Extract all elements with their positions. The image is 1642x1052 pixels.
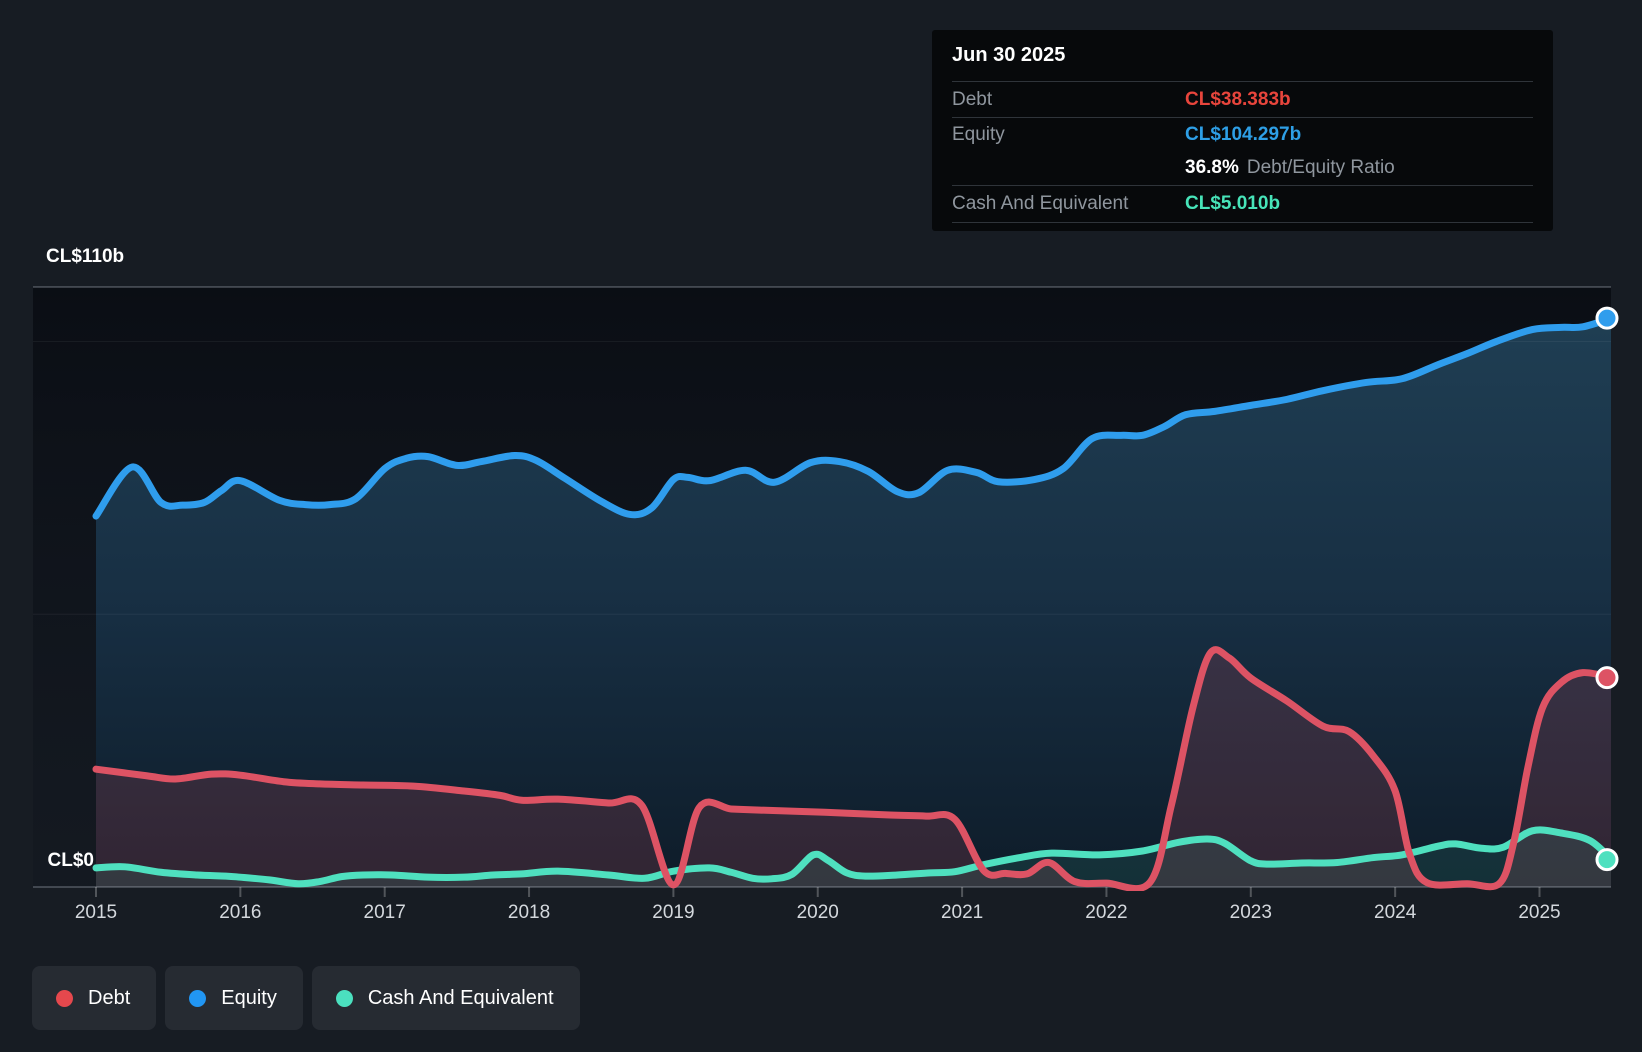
legend-label-debt: Debt [88, 986, 131, 1009]
tooltip: Jun 30 2025 Debt CL$38.383b Equity CL$10… [932, 30, 1553, 231]
tooltip-debt-label: Debt [952, 88, 993, 110]
tooltip-cash-label: Cash And Equivalent [952, 193, 1129, 214]
debt-end-marker[interactable] [1595, 666, 1619, 690]
x-axis-label-2017: 2017 [363, 902, 406, 923]
debt-area [96, 649, 1611, 889]
debt-line[interactable] [92, 646, 1612, 891]
tooltip-row-debt: Debt CL$38.383b [952, 82, 1533, 118]
x-axis-label-2025: 2025 [1518, 902, 1561, 923]
legend-item-cash-and-equivalent[interactable]: Cash And Equivalent [311, 966, 580, 1030]
x-axis-label-2022: 2022 [1085, 902, 1128, 923]
legend-item-debt[interactable]: Debt [32, 966, 157, 1030]
equity-line[interactable] [92, 314, 1612, 520]
cash-and-equivalent-area [96, 829, 1611, 887]
x-axis-label-2023: 2023 [1229, 902, 1272, 923]
x-axis-label-2016: 2016 [219, 902, 262, 923]
tooltip-ratio-value: 36.8% [1185, 157, 1239, 178]
legend: Debt Equity Cash And Equivalent [32, 966, 580, 1030]
legend-item-equity[interactable]: Equity [165, 966, 303, 1030]
tooltip-equity-label: Equity [952, 123, 1005, 145]
legend-dot-equity [189, 989, 207, 1007]
equity-end-marker[interactable] [1595, 306, 1619, 330]
legend-label-equity: Equity [221, 986, 277, 1009]
legend-dot-debt [56, 989, 73, 1007]
y-axis-label-zero: CL$0 [47, 850, 94, 871]
x-axis-label-2020: 2020 [796, 902, 839, 923]
tooltip-cash-value: CL$5.010b [1185, 193, 1281, 214]
tooltip-row-ratio: 36.8% Debt/Equity Ratio [952, 151, 1533, 186]
equity-area [96, 318, 1611, 887]
cash-and-equivalent-end-marker[interactable] [1595, 848, 1619, 872]
tooltip-date: Jun 30 2025 [952, 30, 1533, 82]
x-axis-label-2015: 2015 [74, 902, 118, 923]
tooltip-equity-value: CL$104.297b [1185, 123, 1302, 145]
cash-and-equivalent-line[interactable] [92, 826, 1612, 888]
y-axis-label-top: CL$110b [46, 246, 125, 267]
legend-label-cash-and-equivalent: Cash And Equivalent [367, 986, 554, 1009]
tooltip-row-equity: Equity CL$104.297b [952, 118, 1533, 151]
tooltip-debt-value: CL$38.383b [1185, 88, 1291, 110]
x-axis-label-2018: 2018 [507, 902, 551, 923]
legend-dot-cash-and-equivalent [335, 989, 353, 1007]
tooltip-ratio-label: Debt/Equity Ratio [1246, 157, 1395, 178]
tooltip-row-cash: Cash And Equivalent CL$5.010b [952, 186, 1533, 223]
x-axis-label-2021: 2021 [940, 902, 984, 923]
x-axis-label-2019: 2019 [652, 902, 695, 923]
x-axis-label-2024: 2024 [1374, 902, 1417, 923]
